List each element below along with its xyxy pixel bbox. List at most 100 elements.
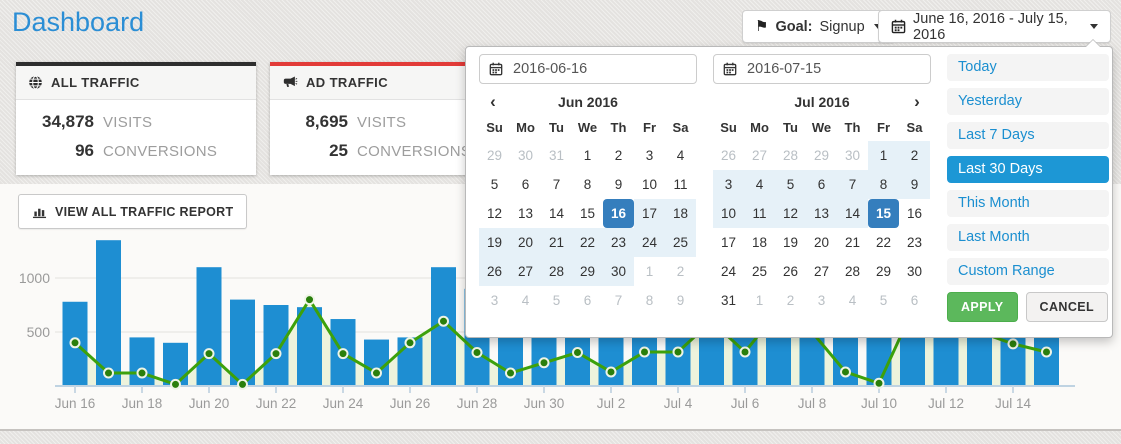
end-date-input[interactable] xyxy=(713,54,931,84)
day-cell[interactable]: 15 xyxy=(868,199,899,228)
day-cell[interactable]: 30 xyxy=(906,264,923,279)
day-cell[interactable]: 28 xyxy=(782,148,799,163)
day-cell[interactable]: 27 xyxy=(510,257,541,286)
day-cell[interactable]: 5 xyxy=(552,293,561,308)
range-item-custom-range[interactable]: Custom Range xyxy=(947,258,1109,285)
start-date-field[interactable] xyxy=(511,60,675,78)
day-cell[interactable]: 2 xyxy=(614,148,623,163)
day-cell[interactable]: 22 xyxy=(875,235,892,250)
day-cell[interactable]: 5 xyxy=(775,170,806,199)
day-cell[interactable]: 4 xyxy=(521,293,530,308)
day-cell[interactable]: 14 xyxy=(548,206,565,221)
day-cell[interactable]: 10 xyxy=(713,199,744,228)
day-cell[interactable]: 6 xyxy=(583,293,592,308)
day-cell[interactable]: 3 xyxy=(645,148,654,163)
day-cell[interactable]: 15 xyxy=(579,206,596,221)
view-all-traffic-report-button[interactable]: VIEW ALL TRAFFIC REPORT xyxy=(18,194,248,229)
day-cell[interactable]: 29 xyxy=(572,257,603,286)
day-cell[interactable]: 30 xyxy=(844,148,861,163)
day-cell[interactable]: 1 xyxy=(868,141,899,170)
day-cell[interactable]: 5 xyxy=(490,177,499,192)
day-cell[interactable]: 28 xyxy=(844,264,861,279)
day-cell[interactable]: 12 xyxy=(775,199,806,228)
day-cell[interactable]: 24 xyxy=(720,264,737,279)
day-cell[interactable]: 20 xyxy=(813,235,830,250)
end-date-field[interactable] xyxy=(745,60,909,78)
day-cell[interactable]: 2 xyxy=(786,293,795,308)
day-cell[interactable]: 31 xyxy=(548,148,565,163)
day-cell[interactable]: 30 xyxy=(517,148,534,163)
range-item-last-month[interactable]: Last Month xyxy=(947,224,1109,251)
day-cell[interactable]: 3 xyxy=(490,293,499,308)
day-cell[interactable]: 3 xyxy=(817,293,826,308)
day-cell[interactable]: 8 xyxy=(868,170,899,199)
range-item-last-30-days[interactable]: Last 30 Days xyxy=(947,156,1109,183)
day-cell[interactable]: 7 xyxy=(552,177,561,192)
day-cell[interactable]: 18 xyxy=(665,199,696,228)
cancel-button[interactable]: CANCEL xyxy=(1025,292,1109,322)
day-cell[interactable]: 17 xyxy=(720,235,737,250)
day-cell[interactable]: 9 xyxy=(676,293,685,308)
day-cell[interactable]: 11 xyxy=(673,177,688,192)
day-cell[interactable]: 1 xyxy=(583,148,592,163)
day-cell[interactable]: 6 xyxy=(521,177,530,192)
day-cell[interactable]: 19 xyxy=(782,235,799,250)
day-cell[interactable]: 25 xyxy=(751,264,768,279)
start-date-input[interactable] xyxy=(479,54,697,84)
day-cell[interactable]: 7 xyxy=(837,170,868,199)
day-cell[interactable]: 18 xyxy=(751,235,768,250)
day-cell[interactable]: 16 xyxy=(906,206,923,221)
day-cell[interactable]: 1 xyxy=(645,264,654,279)
day-cell[interactable]: 11 xyxy=(744,199,775,228)
day-cell[interactable]: 23 xyxy=(906,235,923,250)
day-cell[interactable]: 26 xyxy=(479,257,510,286)
day-cell[interactable]: 14 xyxy=(837,199,868,228)
day-cell[interactable]: 24 xyxy=(634,228,665,257)
day-cell[interactable]: 4 xyxy=(676,148,685,163)
day-cell[interactable]: 1 xyxy=(755,293,764,308)
day-cell[interactable]: 29 xyxy=(875,264,892,279)
day-cell[interactable]: 28 xyxy=(541,257,572,286)
day-cell[interactable]: 17 xyxy=(634,199,665,228)
day-cell[interactable]: 30 xyxy=(603,257,634,286)
day-cell[interactable]: 27 xyxy=(751,148,768,163)
day-cell[interactable]: 12 xyxy=(486,206,503,221)
day-cell[interactable]: 5 xyxy=(879,293,888,308)
day-cell[interactable]: 21 xyxy=(844,235,861,250)
day-cell[interactable]: 26 xyxy=(720,148,737,163)
range-item-this-month[interactable]: This Month xyxy=(947,190,1109,217)
day-cell[interactable]: 31 xyxy=(720,293,737,308)
day-cell[interactable]: 19 xyxy=(479,228,510,257)
day-cell[interactable]: 2 xyxy=(676,264,685,279)
day-cell[interactable]: 4 xyxy=(744,170,775,199)
day-cell[interactable]: 4 xyxy=(848,293,857,308)
day-cell[interactable]: 26 xyxy=(782,264,799,279)
date-range-button[interactable]: June 16, 2016 - July 15, 2016 xyxy=(878,10,1111,43)
day-cell[interactable]: 16 xyxy=(603,199,634,228)
day-cell[interactable]: 8 xyxy=(645,293,654,308)
day-cell[interactable]: 13 xyxy=(806,199,837,228)
range-item-today[interactable]: Today xyxy=(947,54,1109,81)
day-cell[interactable]: 29 xyxy=(813,148,830,163)
day-cell[interactable]: 20 xyxy=(510,228,541,257)
day-cell[interactable]: 2 xyxy=(899,141,930,170)
day-cell[interactable]: 27 xyxy=(813,264,830,279)
day-cell[interactable]: 3 xyxy=(713,170,744,199)
goal-button[interactable]: ⚑ Goal: Signup xyxy=(742,10,895,43)
day-cell[interactable]: 29 xyxy=(486,148,503,163)
range-item-yesterday[interactable]: Yesterday xyxy=(947,88,1109,115)
day-cell[interactable]: 7 xyxy=(614,293,623,308)
day-cell[interactable]: 25 xyxy=(665,228,696,257)
day-cell[interactable]: 21 xyxy=(541,228,572,257)
day-cell[interactable]: 22 xyxy=(572,228,603,257)
day-cell[interactable]: 8 xyxy=(583,177,592,192)
next-month-button[interactable]: › xyxy=(914,92,920,111)
apply-button[interactable]: APPLY xyxy=(947,292,1018,322)
day-cell[interactable]: 13 xyxy=(517,206,534,221)
prev-month-button[interactable]: ‹ xyxy=(490,92,496,111)
day-cell[interactable]: 6 xyxy=(806,170,837,199)
day-cell[interactable]: 10 xyxy=(641,177,658,192)
day-cell[interactable]: 23 xyxy=(603,228,634,257)
range-item-last-7-days[interactable]: Last 7 Days xyxy=(947,122,1109,149)
day-cell[interactable]: 9 xyxy=(614,177,623,192)
